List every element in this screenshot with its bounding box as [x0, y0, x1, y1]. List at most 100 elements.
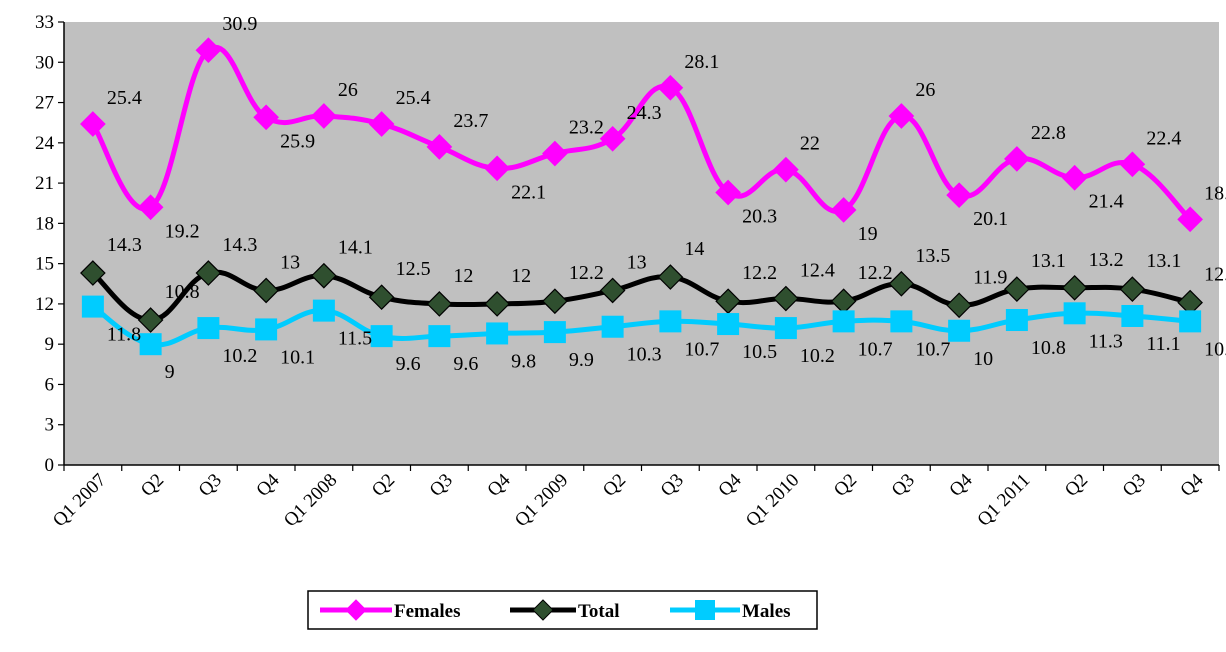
data-label-females: 23.2: [569, 117, 604, 139]
data-point-males: [370, 325, 393, 348]
y-tick-label: 6: [45, 374, 55, 395]
data-label-males: 11.1: [1146, 333, 1180, 355]
data-label-females: 28.1: [684, 51, 719, 73]
x-tick-label: Q2: [137, 470, 168, 501]
x-tick-label: Q2: [368, 470, 399, 501]
data-point-females: [426, 133, 453, 160]
x-tick-label: Q2: [1061, 470, 1092, 501]
data-point-total: [368, 284, 395, 311]
y-tick-label: 15: [35, 254, 54, 275]
data-point-females: [80, 111, 106, 137]
x-tick-label: Q2: [830, 470, 861, 501]
data-label-males: 9: [165, 361, 175, 383]
data-point-females: [1177, 206, 1203, 233]
data-label-males: 10.7: [684, 338, 719, 360]
data-label-males: 10.2: [222, 345, 257, 367]
data-point-total: [253, 277, 279, 304]
data-point-total: [484, 291, 510, 317]
data-label-females: 25.9: [280, 130, 315, 152]
data-label-females: 26: [915, 79, 935, 101]
x-tick-label: Q3: [426, 470, 457, 501]
data-label-females: 22.1: [511, 181, 546, 203]
legend: Females Total Males: [307, 590, 818, 630]
data-label-males: 10.8: [1031, 337, 1066, 359]
data-point-females: [368, 111, 395, 137]
data-label-total: 13.1: [1146, 250, 1181, 272]
y-tick-label: 24: [35, 133, 55, 154]
data-label-males: 10.7: [915, 338, 950, 360]
x-tick-label: Q4: [1176, 469, 1208, 501]
data-point-total: [80, 260, 106, 286]
y-tick-label: 12: [35, 294, 54, 315]
legend-item-females: Females: [320, 599, 460, 622]
data-point-females: [830, 197, 857, 223]
data-point-total: [311, 262, 337, 289]
data-point-total: [426, 291, 453, 317]
data-point-females: [137, 194, 164, 221]
data-point-males: [543, 321, 566, 344]
data-label-total: 10.8: [165, 281, 200, 303]
data-label-females: 30.9: [222, 13, 257, 35]
legend-label-males: Males: [742, 601, 791, 622]
y-tick-label: 9: [45, 334, 55, 355]
plot-area: [64, 22, 1219, 465]
data-point-males: [832, 310, 855, 333]
data-label-total: 12.1: [1204, 264, 1226, 286]
data-point-total: [195, 260, 222, 286]
data-label-total: 12.2: [858, 262, 893, 284]
x-tick-label: Q3: [1119, 470, 1150, 501]
data-point-males: [197, 317, 220, 340]
data-label-total: 14.3: [107, 234, 142, 256]
data-point-females: [253, 104, 279, 131]
data-label-total: 13.1: [1031, 250, 1066, 272]
data-label-males: 9.9: [569, 349, 594, 371]
y-tick-label: 3: [45, 415, 55, 436]
y-tick-label: 27: [35, 93, 54, 114]
legend-label-total: Total: [578, 601, 620, 622]
data-point-males: [601, 315, 624, 338]
x-tick-label: Q4: [714, 469, 746, 501]
data-point-males: [774, 317, 797, 340]
data-label-total: 14.3: [222, 234, 257, 256]
data-point-females: [1061, 164, 1088, 191]
x-tick-label: Q4: [483, 469, 515, 501]
legend-marker-total: [532, 599, 554, 621]
data-label-females: 26: [338, 79, 358, 101]
data-point-females: [946, 182, 972, 209]
data-point-total: [1004, 276, 1030, 302]
data-point-males: [717, 313, 740, 336]
data-label-females: 22.8: [1031, 122, 1066, 144]
x-tick-label: Q3: [195, 470, 226, 501]
data-point-males: [1005, 309, 1028, 332]
data-label-males: 9.6: [396, 353, 421, 375]
x-tick-label: Q1 2011: [973, 470, 1034, 531]
data-label-females: 20.3: [742, 205, 777, 227]
data-point-males: [312, 299, 335, 322]
data-label-total: 13.5: [915, 245, 950, 267]
series-markers: [80, 37, 1203, 356]
data-label-males: 9.6: [453, 353, 478, 375]
y-tick-label: 30: [35, 52, 54, 73]
data-point-total: [599, 277, 626, 304]
x-tick-label: Q4: [945, 469, 977, 501]
data-point-total: [946, 292, 972, 319]
data-label-females: 22.4: [1146, 127, 1181, 149]
data-label-males: 10: [973, 348, 993, 370]
data-point-females: [1119, 151, 1146, 178]
x-tick-label: Q1 2007: [49, 470, 111, 532]
x-tick-label: Q4: [252, 469, 284, 501]
data-label-total: 11.9: [973, 266, 1007, 288]
data-point-females: [773, 156, 799, 183]
data-label-total: 12: [453, 265, 473, 287]
data-label-males: 10.1: [280, 346, 315, 368]
data-label-females: 24.3: [627, 102, 662, 124]
data-label-females: 23.7: [453, 110, 488, 132]
data-label-males: 10.7: [858, 338, 893, 360]
x-tick-label: Q1 2010: [742, 470, 804, 532]
data-label-males: 10.2: [800, 345, 835, 367]
data-point-total: [1119, 276, 1146, 302]
data-label-males: 11.5: [338, 328, 372, 350]
x-tick-label: Q3: [657, 470, 688, 501]
data-label-total: 14.1: [338, 237, 373, 259]
